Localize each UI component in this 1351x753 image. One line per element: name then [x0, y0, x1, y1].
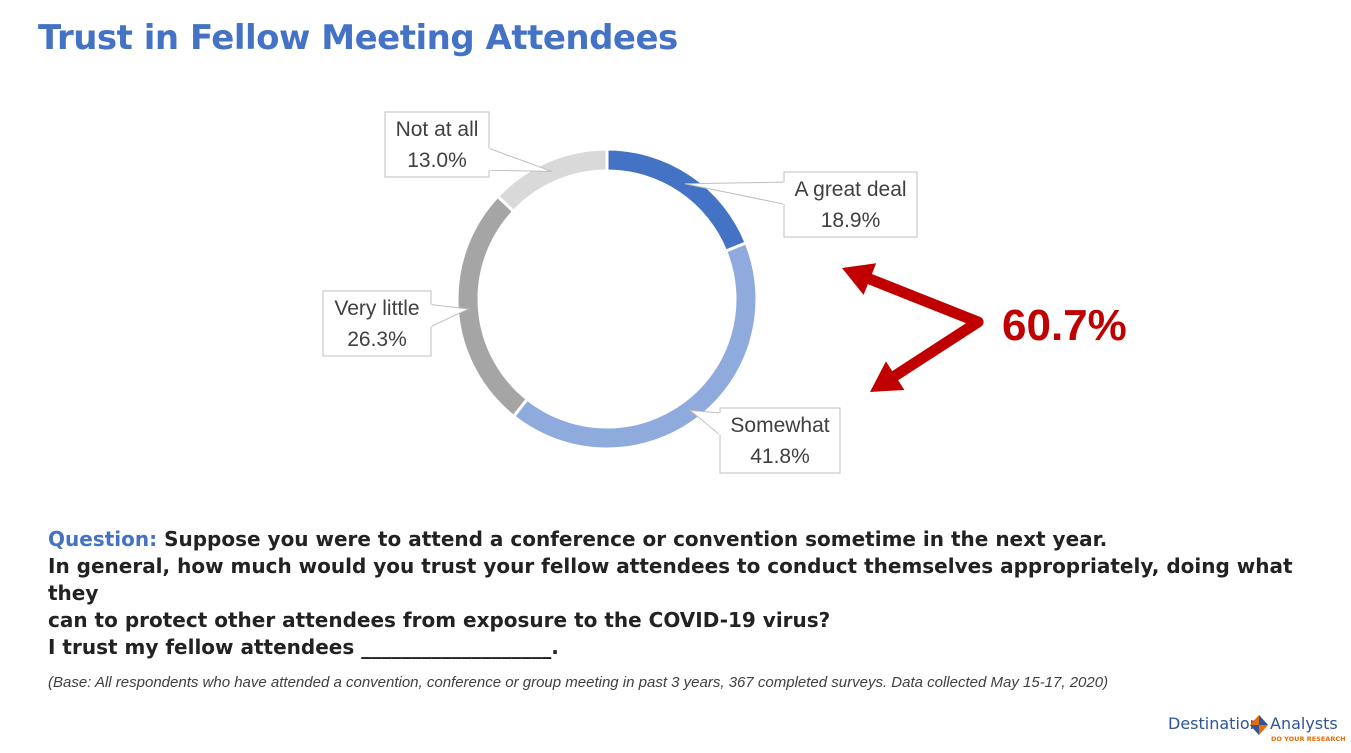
- callout-box-a-great-deal: [783, 171, 918, 238]
- donut-chart: A great deal 18.9% Somewhat 41.8% Very littl…: [322, 111, 1127, 474]
- logo-word-analysts: Analysts: [1270, 714, 1338, 733]
- annotation-arrow-shaft-2: [889, 316, 984, 382]
- diamond-logo-icon: [1250, 715, 1268, 735]
- callout-pointer-somewhat: [688, 409, 721, 437]
- annotation-arrow-head-2: [870, 361, 905, 392]
- survey-question: Question: Suppose you were to attend a c…: [48, 526, 1338, 634]
- callout-box-somewhat: [719, 407, 841, 474]
- question-prefix: Question:: [48, 527, 158, 551]
- callout-box-not-at-all: [384, 111, 490, 178]
- slice-label-very-little: Very little: [334, 297, 419, 320]
- logo-word-destination: Destination: [1168, 714, 1260, 733]
- destination-analysts-logo: Destination Analysts DO YOUR RESEARCH: [1168, 710, 1346, 746]
- question-line-3: can to protect other attendees from expo…: [48, 608, 831, 632]
- trust-statement: I trust my fellow attendees ____________…: [48, 635, 559, 659]
- callout-box-very-little: [322, 290, 432, 357]
- page-title: Trust in Fellow Meeting Attendees: [38, 18, 678, 58]
- annotation-arrow-head-1: [842, 263, 877, 295]
- annotation-arrow-shaft-1: [864, 273, 984, 328]
- question-line-2: In general, how much would you trust you…: [48, 554, 1293, 605]
- question-line-1: Suppose you were to attend a conference …: [164, 527, 1108, 551]
- donut-slice-a-great-deal: [605, 147, 749, 254]
- annotation-total-value: 60.7%: [1002, 301, 1127, 350]
- donut-slice-not-at-all: [495, 147, 609, 214]
- callout-pointer-not-at-all: [488, 147, 552, 172]
- base-note: (Base: All respondents who have attended…: [48, 674, 1109, 691]
- logo-tagline: DO YOUR RESEARCH: [1271, 735, 1346, 743]
- slice-value-a-great-deal: 18.9%: [821, 209, 881, 232]
- slice-value-very-little: 26.3%: [347, 328, 407, 351]
- slice-label-somewhat: Somewhat: [730, 414, 829, 437]
- slice-value-not-at-all: 13.0%: [407, 149, 467, 172]
- slice-value-somewhat: 41.8%: [750, 445, 810, 468]
- slice-label-a-great-deal: A great deal: [794, 178, 906, 201]
- donut-slice-very-little: [455, 194, 530, 419]
- slice-label-not-at-all: Not at all: [396, 118, 479, 141]
